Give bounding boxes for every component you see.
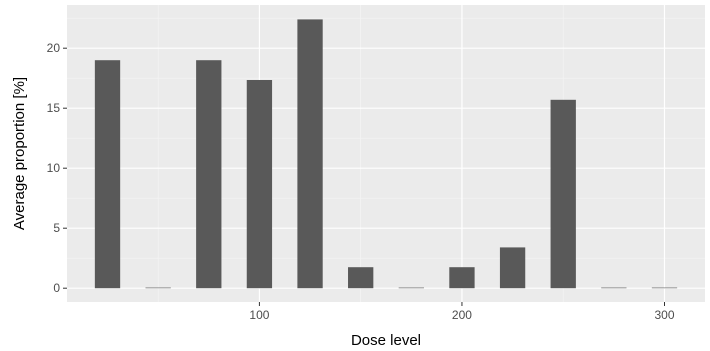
minor-gridlines	[67, 5, 705, 302]
bar	[94, 60, 121, 289]
y-axis: 0 5 10 15 20	[47, 41, 67, 295]
y-axis-title: Average proportion [%]	[11, 77, 28, 230]
bars	[94, 19, 678, 289]
y-tick-label: 10	[47, 161, 61, 175]
bar	[398, 287, 424, 289]
bar	[145, 287, 171, 289]
bar	[246, 80, 273, 289]
bar	[449, 267, 475, 289]
x-axis-title: Dose level	[351, 332, 421, 349]
bar	[297, 19, 323, 289]
bar	[196, 60, 222, 289]
bar	[601, 287, 627, 289]
x-axis: 100 200 300	[249, 302, 675, 322]
x-tick-label: 100	[249, 308, 269, 322]
bar	[499, 247, 526, 289]
plot-panel	[67, 5, 705, 302]
y-tick-label: 20	[47, 41, 61, 55]
bar	[550, 99, 576, 289]
y-tick-label: 5	[53, 221, 60, 235]
x-tick-label: 200	[452, 308, 472, 322]
bar	[348, 267, 374, 289]
bar	[651, 287, 678, 289]
y-tick-label: 0	[53, 281, 60, 295]
x-tick-label: 300	[654, 308, 674, 322]
y-tick-label: 15	[47, 101, 61, 115]
